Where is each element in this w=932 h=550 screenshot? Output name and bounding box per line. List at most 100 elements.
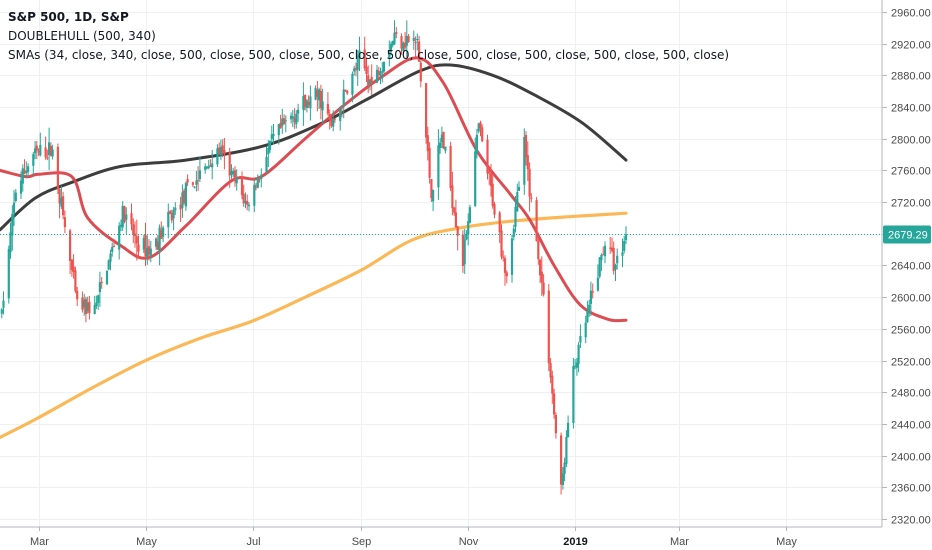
candle-down <box>363 49 366 69</box>
price-axis-label: 2760.00 <box>891 166 931 178</box>
candle-down <box>502 256 505 258</box>
candle-up <box>167 211 170 228</box>
candle-down <box>293 117 296 123</box>
price-axis-label: 2320.00 <box>891 515 931 527</box>
candle-down <box>258 179 261 181</box>
candle-down <box>144 235 147 257</box>
candle-up <box>98 282 101 292</box>
candle-up <box>598 257 601 277</box>
candle-up <box>195 180 198 185</box>
candle-down <box>451 185 454 209</box>
candle-up <box>402 42 405 51</box>
candle-up <box>332 118 335 127</box>
candle-down <box>407 36 410 42</box>
candle-up <box>219 147 222 156</box>
candle-down <box>316 90 319 97</box>
candle-up <box>412 37 415 41</box>
candle-down <box>551 375 554 394</box>
candle-down <box>489 173 493 187</box>
time-axis[interactable]: Mar May Jul Sep Nov 2019 Mar May <box>0 526 882 548</box>
candle-down <box>346 90 349 94</box>
candle-up <box>216 148 219 165</box>
candle-up <box>184 182 187 207</box>
time-axis-label: Mar <box>30 536 49 548</box>
time-axis-label: Jul <box>246 536 260 548</box>
candle-up <box>284 120 287 122</box>
candle-down <box>456 226 459 236</box>
candle-down <box>612 248 615 271</box>
candle-up <box>439 142 442 148</box>
candle-down <box>328 114 331 120</box>
candle-down <box>137 244 140 252</box>
candle-down <box>377 70 380 75</box>
price-axis-label: 2600.00 <box>891 293 931 305</box>
candle-up <box>388 52 391 59</box>
candle-up <box>565 437 568 464</box>
price-axis-label: 2720.00 <box>891 198 931 210</box>
candle-down <box>23 170 26 174</box>
candle-up <box>624 234 628 241</box>
time-axis-label: 2019 <box>563 536 587 548</box>
candle-up <box>272 133 275 137</box>
price-axis-label: 2640.00 <box>891 261 931 273</box>
candle-up <box>109 253 112 262</box>
candle-up <box>158 227 161 252</box>
candle-up <box>11 213 14 236</box>
candle-up <box>586 311 589 323</box>
candle-down <box>553 393 556 415</box>
candle-down <box>319 90 322 109</box>
candle-up <box>468 207 471 223</box>
candle-down <box>254 186 258 188</box>
candle-down <box>542 282 545 295</box>
candle-up <box>572 366 575 424</box>
candle-down <box>479 122 482 129</box>
last-price-tag: 2679.29 <box>883 225 931 244</box>
candle-up <box>309 96 312 109</box>
candle-up <box>256 177 259 188</box>
candle-up <box>389 43 393 52</box>
candle-down <box>147 246 151 255</box>
candle-up <box>149 248 152 256</box>
price-axis-label: 2880.00 <box>891 71 931 83</box>
candle-down <box>81 297 84 310</box>
candle-up <box>111 246 114 252</box>
candle-up <box>368 79 372 84</box>
candlestick-series <box>0 20 628 495</box>
candle-down <box>498 212 501 233</box>
candle-up <box>247 204 251 207</box>
price-axis[interactable]: 2320.00 2360.00 2400.00 2440.00 2480.00 2520.… <box>881 0 931 527</box>
candle-down <box>453 207 456 213</box>
candle-down <box>449 146 452 189</box>
candle-up <box>302 95 305 110</box>
candle-up <box>467 221 470 235</box>
candle-down <box>539 259 542 276</box>
candle-up <box>205 166 208 169</box>
candle-down <box>333 118 336 120</box>
candle-up <box>342 89 345 107</box>
candle-up <box>621 252 624 256</box>
candle-up <box>416 39 419 40</box>
legend-sma-line[interactable]: SMAs (34, close, 340, close, 500, close,… <box>8 48 730 62</box>
legend-symbol-line[interactable]: S&P 500, 1D, S&P <box>8 10 129 24</box>
legend-indicator-line[interactable]: DOUBLEHULL (500, 340) <box>8 29 156 43</box>
time-axis-label: Sep <box>352 536 372 548</box>
candle-up <box>297 109 300 114</box>
price-axis-label: 2440.00 <box>891 420 931 432</box>
time-axis-label: Mar <box>670 536 689 548</box>
candle-up <box>405 35 408 46</box>
candle-up <box>375 69 379 83</box>
candle-down <box>123 206 126 222</box>
candle-up <box>260 174 263 179</box>
candle-up <box>290 115 293 120</box>
candle-down <box>112 245 116 247</box>
candle-up <box>353 68 356 72</box>
candle-down <box>486 139 489 174</box>
candle-down <box>554 415 557 434</box>
candle-up <box>465 233 468 240</box>
candle-down <box>370 76 373 83</box>
candle-up <box>172 210 175 219</box>
candle-down <box>354 67 358 70</box>
candle-down <box>170 213 173 221</box>
candle-up <box>0 309 3 314</box>
